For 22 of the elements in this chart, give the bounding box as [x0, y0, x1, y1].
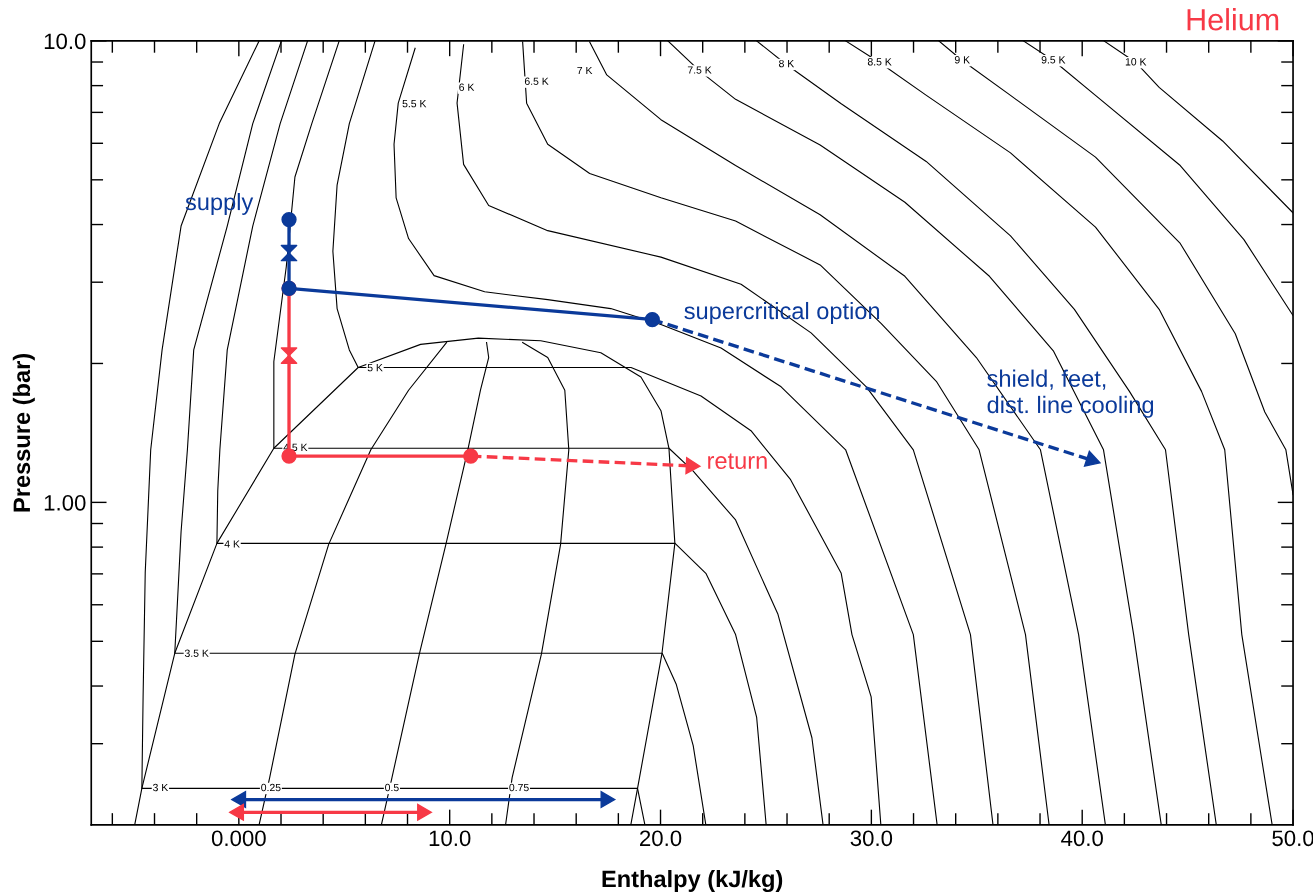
- annotation: 0.25: [261, 783, 281, 792]
- annotation: 5 K: [367, 364, 383, 372]
- x-tick-label: 10.0: [429, 830, 471, 847]
- y-tick-label: 1.00: [44, 494, 86, 511]
- text: Helium: [1187, 8, 1279, 31]
- annotation: 6 K: [459, 83, 475, 91]
- annotation: 0.75: [509, 783, 529, 792]
- annotation: 3 K: [152, 783, 169, 792]
- x-tick-label: 50.0: [1272, 830, 1313, 847]
- annotation: 3.5 K: [184, 649, 209, 657]
- annotation: 7 K: [577, 66, 593, 75]
- x-tick-label: 40.0: [1061, 830, 1103, 847]
- annotation: 5.5 K: [402, 100, 427, 108]
- x-tick-label: 0.000: [211, 830, 266, 847]
- annotation: 6.5 K: [524, 77, 549, 85]
- y-axis-title: Pressure (bar): [12, 354, 35, 512]
- annotation: 4 K: [224, 540, 240, 548]
- x-axis-title: Enthalpy (kJ/kg): [602, 869, 783, 893]
- annotation: 0.5: [385, 783, 399, 792]
- x-tick-label: 20.0: [640, 830, 682, 847]
- annotation: return: [708, 453, 767, 470]
- x-tick-label: 30.0: [850, 830, 893, 847]
